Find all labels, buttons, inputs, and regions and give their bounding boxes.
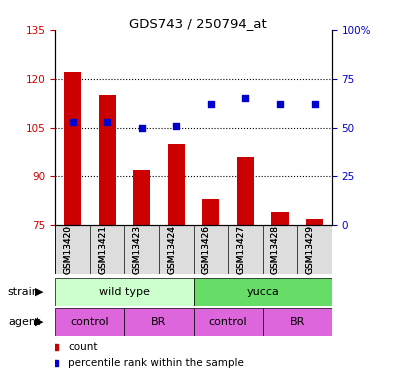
Text: GSM13427: GSM13427 (236, 225, 245, 274)
Point (173, 123, 179, 129)
Point (311, 101, 318, 107)
FancyBboxPatch shape (263, 308, 332, 336)
Bar (167, 144, 185, 225)
Text: GSM13429: GSM13429 (305, 225, 314, 274)
Point (139, 124, 145, 130)
Text: GSM13423: GSM13423 (133, 225, 142, 274)
Text: GSM13420: GSM13420 (64, 225, 73, 274)
Point (242, 95, 248, 101)
Text: wild type: wild type (99, 286, 150, 297)
Point (70, 118, 76, 124)
FancyBboxPatch shape (194, 308, 263, 336)
Bar (271, 212, 289, 225)
Point (104, 118, 110, 124)
Text: agent: agent (8, 316, 40, 327)
Text: GSM13424: GSM13424 (167, 225, 176, 274)
Point (208, 101, 214, 107)
FancyBboxPatch shape (55, 225, 332, 274)
Text: GSM13421: GSM13421 (98, 225, 107, 274)
Text: GSM13428: GSM13428 (271, 225, 280, 274)
Text: percentile rank within the sample: percentile rank within the sample (68, 358, 244, 368)
Bar (237, 157, 254, 225)
Text: GSM13429: GSM13429 (305, 225, 314, 274)
FancyBboxPatch shape (55, 278, 194, 306)
Text: yucca: yucca (246, 286, 279, 297)
Point (277, 101, 283, 107)
Text: GSM13426: GSM13426 (202, 225, 211, 274)
Text: control: control (209, 316, 247, 327)
Bar (133, 170, 150, 225)
Bar (306, 219, 323, 225)
Text: BR: BR (151, 316, 167, 327)
Text: GSM13426: GSM13426 (202, 225, 211, 274)
FancyBboxPatch shape (55, 308, 124, 336)
Text: ▶: ▶ (35, 286, 44, 297)
Text: count: count (68, 342, 98, 352)
Bar (98, 95, 116, 225)
Bar (202, 199, 220, 225)
Text: GSM13427: GSM13427 (236, 225, 245, 274)
Text: GDS743 / 250794_at: GDS743 / 250794_at (129, 17, 266, 30)
Text: GSM13421: GSM13421 (98, 225, 107, 274)
Text: GSM13420: GSM13420 (64, 225, 73, 274)
FancyBboxPatch shape (124, 308, 194, 336)
Text: GSM13428: GSM13428 (271, 225, 280, 274)
Text: control: control (71, 316, 109, 327)
Text: ▶: ▶ (35, 316, 44, 327)
Text: strain: strain (8, 286, 40, 297)
Text: GSM13423: GSM13423 (133, 225, 142, 274)
Text: BR: BR (290, 316, 305, 327)
Bar (64, 72, 81, 225)
FancyBboxPatch shape (194, 278, 332, 306)
Text: GSM13424: GSM13424 (167, 225, 176, 274)
